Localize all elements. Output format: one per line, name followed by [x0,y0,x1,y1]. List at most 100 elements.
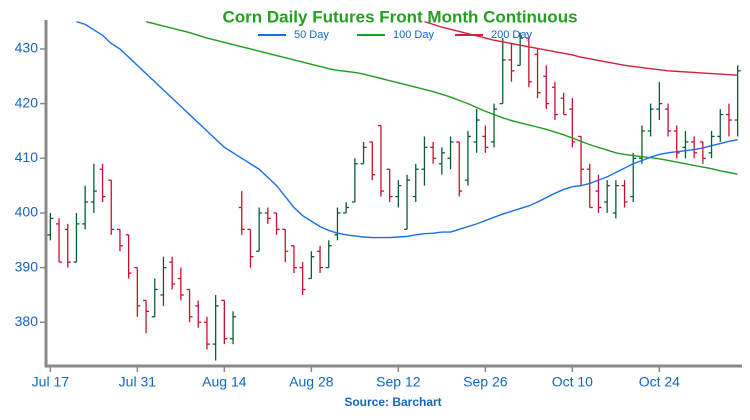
ohlc-bar [160,256,167,306]
source-note: Source: Barchart [344,395,441,409]
y-tick-label: 380 [15,313,39,329]
ohlc-bar [647,103,654,137]
ohlc-bar [256,207,263,252]
ohlc-bar [343,202,350,214]
ohlc-bar [282,228,289,263]
ohlc-bar [99,163,106,203]
y-tick-label: 410 [15,149,39,165]
ohlc-bar [290,245,297,274]
x-tick-label: Jul 31 [119,374,157,390]
ohlc-bar [673,125,680,159]
ohlc-bar [569,98,576,148]
x-tick-label: Sep 26 [463,374,508,390]
ohlc-bar [464,130,471,186]
ohlc-bar [621,180,628,208]
ohlc-bar [438,147,445,175]
x-tick-label: Aug 28 [289,374,334,390]
ohlc-bar [377,124,384,197]
ohlc-bar [264,207,271,224]
ohlc-bar [360,141,367,165]
ohlc-bar [64,223,71,268]
ohlc-bar [169,256,176,290]
ohlc-bar [73,212,80,263]
ohlc-bar [612,180,619,219]
moving-average-line [145,20,738,175]
x-tick-label: Sep 12 [376,374,421,390]
ohlc-bar [630,152,637,203]
ohlc-bar [395,180,402,208]
ohlc-bar [586,163,593,209]
ohlc-bar [195,300,202,328]
ohlc-bar [578,135,585,186]
y-tick-label: 390 [15,258,39,274]
ohlc-bar [334,207,341,241]
ohlc-bar [499,38,506,105]
ohlc-bar [725,103,732,137]
ohlc-bar [351,158,358,203]
ohlc-bar [482,125,489,153]
legend-label: 200 Day [491,29,532,41]
ohlc-bar [116,228,123,252]
ohlc-bar [534,48,541,99]
ohlc-bar [108,179,115,235]
x-tick-label: Aug 14 [202,374,247,390]
ohlc-bar [508,43,515,82]
y-tick-label: 400 [15,204,39,220]
ohlc-bar [369,141,376,181]
ohlc-bar [525,37,532,88]
ohlc-bar [734,65,741,137]
ohlc-bar [177,267,184,301]
legend-label: 100 Day [393,29,434,41]
moving-average-line [76,20,738,239]
ohlc-bar [56,218,63,263]
ohlc-bar [299,262,306,295]
ohlc-bar [386,168,393,203]
ohlc-bar [604,180,611,213]
ohlc-bar [473,109,480,153]
y-tick-label: 430 [15,40,39,56]
ohlc-bar [717,109,724,142]
ohlc-bar [134,266,141,317]
ohlc-bar [325,240,332,269]
chart-title: Corn Daily Futures Front Month Continuou… [222,7,577,26]
ohlc-bar [238,191,245,235]
ohlc-bar [656,81,663,121]
moving-average-line [424,20,738,76]
x-tick-label: Jul 17 [32,374,70,390]
ohlc-bar [273,212,280,235]
ohlc-bar [560,92,567,116]
plot-area [47,20,741,361]
ohlc-bar [699,141,706,164]
ohlc-bar [412,163,419,203]
ohlc-bar [638,125,645,164]
ohlc-bar [421,136,428,186]
ohlc-bar [212,294,219,361]
ohlc-bar [230,311,237,345]
ohlc-bar [221,299,228,345]
ohlc-bar [125,234,132,279]
ohlc-bar [90,163,97,213]
ohlc-bar [708,130,715,159]
ohlc-bar [447,136,454,170]
ohlc-bar [595,174,602,213]
ohlc-bar [430,141,437,164]
ohlc-bar [247,228,254,268]
ohlc-bar [143,299,150,334]
ohlc-bar [151,278,158,318]
ohlc-bar [308,251,315,280]
legend-label: 50 Day [294,29,329,41]
ohlc-bar [665,103,672,137]
ohlc-bar [317,245,324,274]
y-tick-label: 420 [15,94,39,110]
ohlc-bar [82,185,89,230]
ohlc-bar [203,316,210,350]
ohlc-bar [517,32,524,67]
ohlc-bar [491,103,498,148]
ohlc-bar [47,212,54,241]
ohlc-bar [682,130,689,159]
ohlc-bar [186,288,193,323]
x-tick-label: Oct 24 [639,374,680,390]
ohlc-bar [543,65,550,110]
ohlc-bar [691,136,698,159]
